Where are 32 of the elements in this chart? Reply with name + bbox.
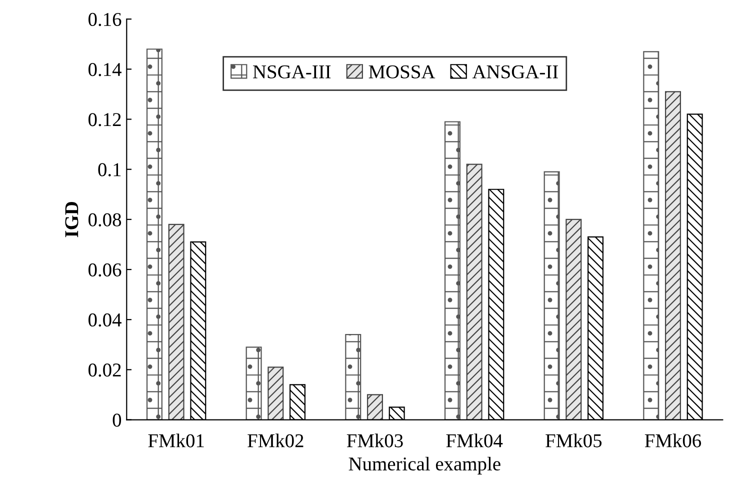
x-tick-label: FMk06	[644, 434, 702, 448]
bar	[345, 334, 362, 420]
bar	[444, 121, 460, 420]
y-tick-label: 0.14	[88, 62, 122, 76]
x-tick-label: FMk02	[248, 434, 304, 448]
y-tick-label: 0.02	[88, 363, 121, 377]
y-tick-label: 0.04	[88, 313, 122, 327]
bar	[466, 164, 482, 420]
x-tick-label: FMk03	[346, 434, 403, 448]
bar	[566, 218, 582, 420]
bar	[643, 51, 660, 420]
bar	[146, 48, 162, 420]
bar	[246, 346, 262, 420]
bar	[664, 91, 681, 420]
legend-label: MOSSA	[368, 65, 436, 78]
bar	[168, 224, 184, 420]
legend-label: ANSGA-II	[472, 65, 558, 78]
y-tick-label: 0.16	[88, 12, 122, 26]
x-tick-label: FMk01	[148, 434, 204, 448]
x-tick-label: FMk05	[546, 434, 602, 448]
y-axis-title: IGD	[65, 202, 78, 238]
y-tick-label: 0.08	[88, 213, 122, 226]
x-tick-label: FMk04	[446, 434, 503, 448]
y-tick-label: 0.1	[98, 163, 121, 176]
x-axis-title: Numerical example	[348, 456, 500, 474]
legend-label: NSGA-III	[253, 65, 331, 78]
y-tick-label: 0.12	[88, 113, 121, 126]
bar	[544, 171, 560, 420]
bar	[366, 394, 383, 420]
y-tick-label: 0.06	[88, 263, 122, 277]
bar	[268, 366, 284, 420]
y-tick-label: 0	[112, 414, 122, 427]
